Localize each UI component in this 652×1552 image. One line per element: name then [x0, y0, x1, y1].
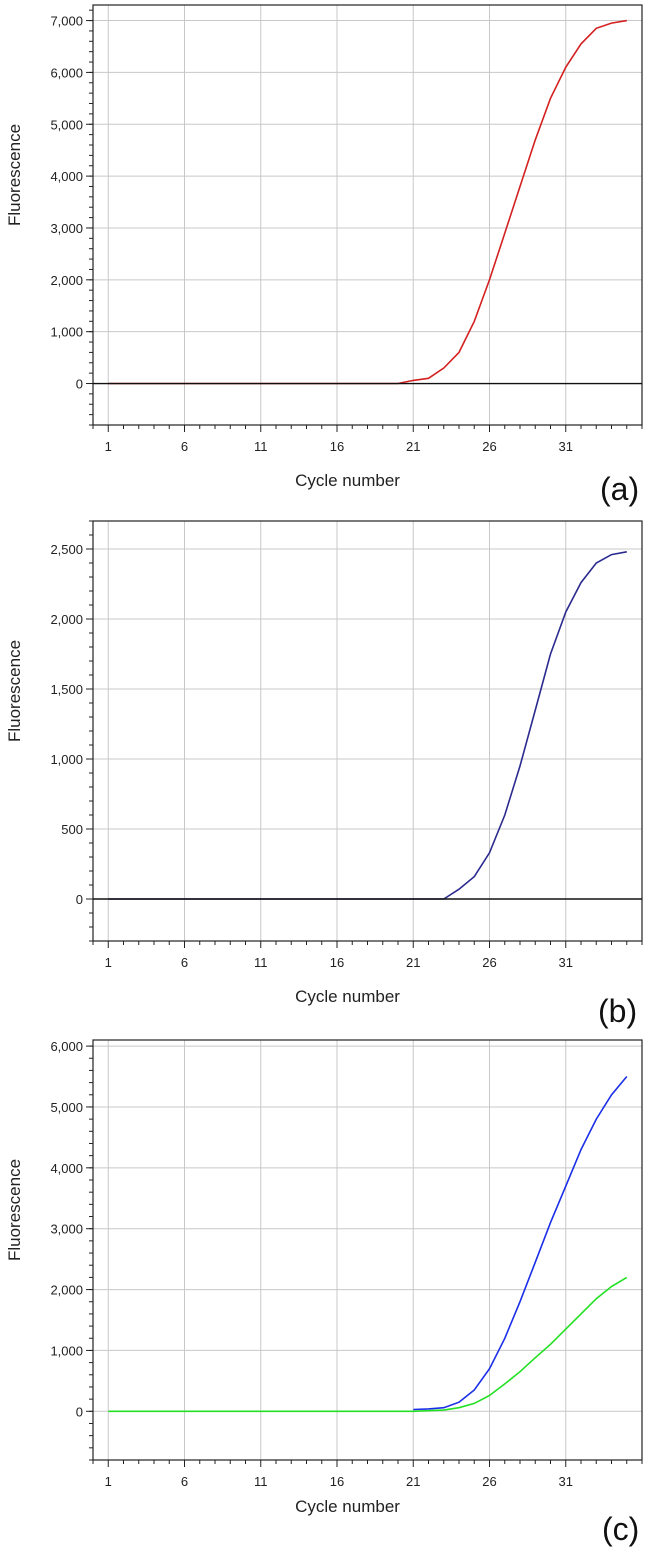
y-tick-label: 1,000	[50, 752, 83, 767]
y-axis-label: Fluorescence	[5, 124, 24, 226]
x-tick-label: 11	[254, 1474, 268, 1489]
x-tick-label: 21	[406, 955, 420, 970]
y-tick-label: 6,000	[50, 65, 83, 80]
y-tick-label: 3,000	[50, 221, 83, 236]
plot-frame	[92, 1039, 643, 1461]
x-axis-label: Cycle number	[295, 471, 400, 490]
y-tick-label: 1,000	[50, 1343, 83, 1358]
y-tick-label: 2,500	[50, 542, 83, 557]
x-tick-label: 21	[406, 1474, 420, 1489]
x-tick-label: 1	[105, 1474, 112, 1489]
x-tick-label: 31	[559, 955, 573, 970]
panel-label: (b)	[598, 993, 637, 1029]
y-tick-label: 2,000	[50, 1283, 83, 1298]
y-tick-label: 2,000	[50, 612, 83, 627]
x-tick-label: 6	[181, 1474, 188, 1489]
x-tick-label: 26	[482, 439, 496, 454]
y-tick-label: 6,000	[50, 1039, 83, 1054]
x-axis-label: Cycle number	[295, 1497, 400, 1516]
x-tick-label: 26	[482, 955, 496, 970]
series-line-1	[108, 551, 627, 900]
y-tick-label: 500	[61, 822, 83, 837]
series-line-1	[108, 19, 627, 385]
y-axis-label: Fluorescence	[5, 1159, 24, 1261]
series-line-1	[413, 1075, 628, 1411]
x-tick-label: 11	[254, 439, 268, 454]
y-tick-label: 0	[76, 377, 83, 392]
y-tick-label: 2,000	[50, 273, 83, 288]
x-tick-label: 1	[105, 955, 112, 970]
y-tick-label: 7,000	[50, 14, 83, 29]
y-tick-label: 1,000	[50, 325, 83, 340]
x-tick-label: 16	[330, 1474, 344, 1489]
x-tick-label: 6	[181, 439, 188, 454]
x-tick-label: 1	[105, 439, 112, 454]
x-tick-label: 16	[330, 955, 344, 970]
series-line-2	[108, 1276, 628, 1413]
y-tick-label: 1,500	[50, 682, 83, 697]
plot-frame	[92, 4, 643, 426]
y-tick-label: 3,000	[50, 1222, 83, 1237]
x-tick-label: 26	[482, 1474, 496, 1489]
y-tick-label: 5,000	[50, 1100, 83, 1115]
y-tick-label: 0	[76, 892, 83, 907]
x-tick-label: 31	[559, 1474, 573, 1489]
plot-frame	[92, 520, 643, 942]
x-axis-label: Cycle number	[295, 987, 400, 1006]
x-tick-label: 6	[181, 955, 188, 970]
x-tick-label: 21	[406, 439, 420, 454]
chart-panel-3: 1 6 11 16 21 26 3101,0002,0003,0004,0005,0006,…	[5, 1039, 643, 1547]
y-tick-label: 4,000	[50, 1161, 83, 1176]
panel-label: (a)	[600, 471, 639, 507]
x-tick-label: 11	[254, 955, 268, 970]
y-tick-label: 0	[76, 1404, 83, 1419]
chart-panel-1: 1 6 11 16 21 26 3101,0002,0003,0004,0005,0006,…	[5, 4, 643, 507]
y-tick-label: 4,000	[50, 169, 83, 184]
x-tick-label: 31	[559, 439, 573, 454]
y-axis-label: Fluorescence	[5, 640, 24, 742]
y-tick-label: 5,000	[50, 117, 83, 132]
chart-panel-2: 1 6 11 16 21 26 3105001,0001,5002,0002,500Cycl…	[5, 520, 643, 1029]
x-tick-label: 16	[330, 439, 344, 454]
panel-label: (c)	[602, 1511, 639, 1547]
